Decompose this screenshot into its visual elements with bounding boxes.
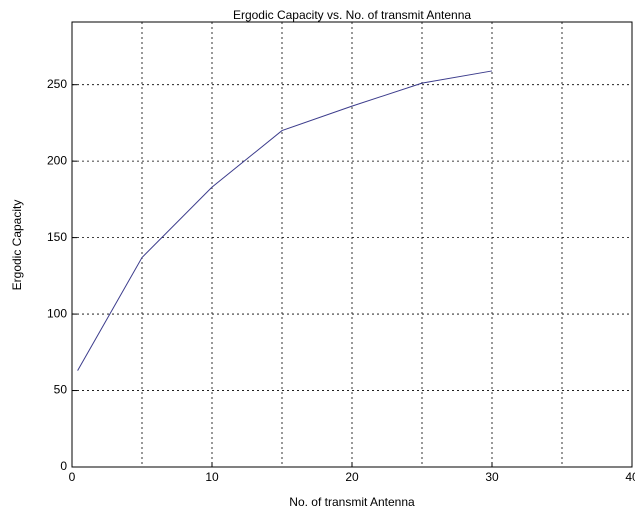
y-tick-label: 0 <box>60 459 67 473</box>
x-tick-label: 20 <box>345 470 359 484</box>
y-tick-label: 150 <box>47 230 67 244</box>
y-tick-label: 250 <box>47 77 67 91</box>
data-line <box>77 70 493 371</box>
x-axis-label: No. of transmit Antenna <box>289 495 415 509</box>
y-tick-label: 100 <box>47 306 67 320</box>
x-tick-label: 30 <box>485 470 499 484</box>
chart-title: Ergodic Capacity vs. No. of transmit Ant… <box>233 8 471 22</box>
x-tick-label: 0 <box>69 470 76 484</box>
y-tick-label: 50 <box>54 383 68 397</box>
y-axis-label: Ergodic Capacity <box>10 200 24 291</box>
x-tick-label: 40 <box>625 470 635 484</box>
y-tick-label: 200 <box>47 153 67 167</box>
x-tick-label: 10 <box>205 470 219 484</box>
